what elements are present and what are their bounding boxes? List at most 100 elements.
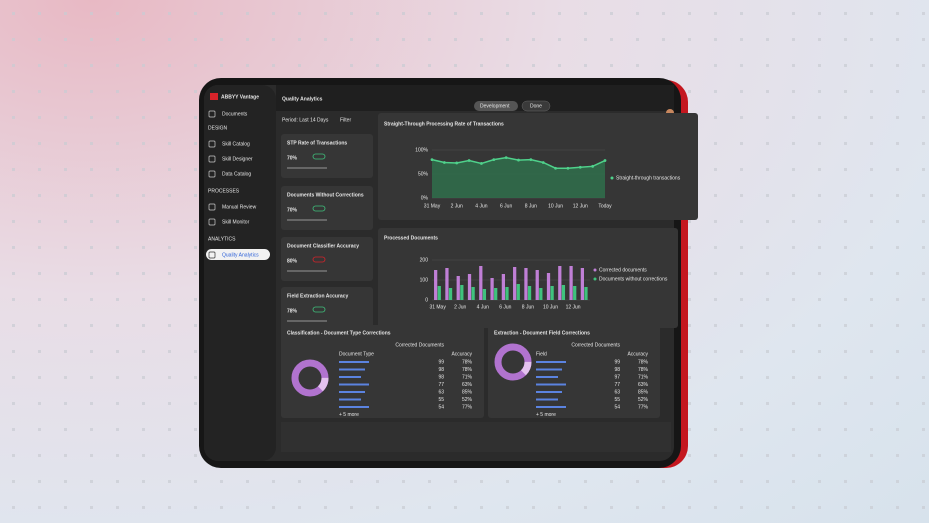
y-tick-label: 100 [420,277,429,283]
col-header: Corrected Documents [571,342,620,348]
nav-section: DESIGN [208,125,228,131]
kpi-badge [312,153,326,160]
page-title: Quality Analytics [282,96,323,102]
x-tick-label: 6 Jun [499,304,511,310]
nav-item[interactable]: Skill Monitor [222,219,250,225]
cell: 98 [614,367,620,373]
nav-item[interactable]: Data Catalog [222,171,251,177]
point [541,161,545,164]
nav-section: PROCESSES [208,188,240,194]
row-name [536,398,558,401]
row-name [339,376,361,378]
bar [580,268,584,300]
panel [378,228,678,328]
point [430,158,434,162]
row-name [536,383,566,386]
row-name [536,361,566,363]
nav-item[interactable]: Documents [222,111,248,117]
kpi-note [287,167,327,169]
legend-label: Documents without corrections [599,276,668,282]
nav-icon [208,140,216,148]
table-panel [488,325,660,418]
cell: 52% [638,397,649,403]
x-tick-label: Today [598,203,612,209]
bar [490,278,494,300]
point [517,158,520,162]
nav-item[interactable]: Manual Review [222,204,257,210]
kpi-title: Document Classifier Accuracy [287,243,359,249]
logo: ABBYY Vantage [221,94,259,100]
point [442,161,446,164]
cell: 77% [638,404,649,410]
donut-slice [494,343,532,381]
y-tick-label: 100% [415,147,428,153]
bar [501,274,505,300]
project: Development [480,103,510,109]
sidebar [204,85,276,461]
point [566,166,570,170]
cell: 63% [462,382,473,388]
cell: 54 [614,404,620,410]
more-link[interactable]: + 5 more [536,412,556,418]
bar [513,267,517,300]
nav-item[interactable]: Skill Catalog [222,141,250,147]
bar [505,287,509,300]
cell: 99 [614,359,620,365]
x-tick-label: 31 May [429,304,446,310]
more-link[interactable]: + 5 more [339,412,359,418]
legend-label: Straight-through transactions [616,175,681,181]
row-name [339,361,369,363]
point [578,165,582,169]
x-tick-label: 12 Jun [566,304,581,310]
cell: 63% [638,382,649,388]
point [492,158,496,162]
nav-active [206,249,270,260]
legend-swatch [593,277,597,281]
point [455,161,459,165]
filter[interactable]: Filter [340,117,351,123]
bar [524,268,528,300]
cell: 78% [462,367,473,373]
point [603,159,607,162]
col-header: Accuracy [451,351,472,357]
chart-title: Processed Documents [384,235,438,241]
nav-item[interactable]: Quality Analytics [222,252,259,258]
bar [448,288,453,300]
col-header: Accuracy [627,351,648,357]
kpi-title: Documents Without Corrections [287,192,364,198]
row-name [536,368,562,371]
kpi-note [287,270,327,272]
period[interactable]: Period: Last 14 Days [282,117,329,123]
cell: 98 [438,367,444,373]
legend-label: Corrected documents [599,267,647,273]
cell: 52% [462,397,473,403]
status: Done [530,103,542,109]
bar [482,289,487,300]
cell: 98 [438,374,444,380]
kpi-value: 70% [287,155,298,161]
cell: 78% [462,359,473,365]
row-name [339,368,365,371]
bar [539,288,543,300]
bar [569,266,573,300]
point [467,159,471,162]
nav-icon [208,218,216,226]
bar [558,266,562,300]
x-tick-label: 8 Jun [522,304,534,310]
project-select[interactable] [474,101,518,111]
status-select[interactable] [521,100,551,112]
row-name [339,398,361,401]
table-title: Classification - Document Type Correctio… [287,330,391,336]
nav-icon [208,203,216,211]
cell: 78% [638,367,649,373]
table-panel [281,325,484,418]
cell: 85% [462,389,473,395]
legend-swatch [593,268,597,272]
x-tick-label: 2 Jun [454,304,466,310]
cell: 63 [438,389,444,395]
bar [527,286,532,300]
bar [456,276,460,300]
donut-slice [291,359,329,397]
nav-item[interactable]: Skill Designer [222,156,253,162]
